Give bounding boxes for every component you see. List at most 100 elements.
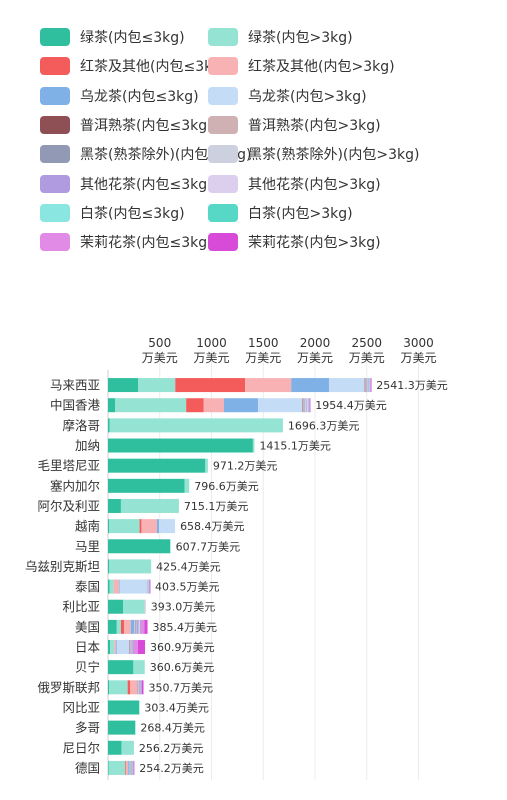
bar-segment — [121, 740, 134, 755]
legend-label: 白茶(内包≤3kg) — [80, 205, 185, 222]
bar-segment — [109, 519, 140, 534]
legend-swatch — [40, 145, 70, 164]
bar-segment — [133, 760, 135, 775]
bar-segment — [366, 378, 368, 393]
bar-segment — [139, 680, 141, 695]
bar-segment — [120, 498, 179, 513]
legend-label: 红茶及其他(内包>3kg) — [248, 59, 395, 76]
bar-segment — [140, 619, 145, 634]
legend-item[interactable]: 白茶(内包>3kg) — [208, 203, 353, 223]
legend-label: 茉莉花茶(内包>3kg) — [248, 235, 381, 252]
legend-item[interactable]: 乌龙茶(内包≤3kg) — [40, 86, 199, 106]
legend-item[interactable]: 红茶及其他(内包>3kg) — [208, 56, 395, 76]
legend-item[interactable]: 其他花茶(内包>3kg) — [208, 174, 381, 194]
bar-segment — [136, 619, 137, 634]
bar-segment — [123, 599, 145, 614]
bar-segment — [303, 398, 305, 413]
bar-segment — [365, 378, 367, 393]
bar-segment — [110, 640, 115, 655]
bar-segment — [308, 398, 310, 413]
bar-segment — [129, 640, 131, 655]
legend-swatch — [40, 28, 70, 46]
x-tick-unit: 万美元 — [193, 351, 229, 365]
legend-item[interactable]: 绿茶(内包>3kg) — [208, 27, 353, 47]
bar-segment — [133, 660, 145, 675]
x-tick-unit: 万美元 — [245, 351, 281, 365]
bar-segment — [156, 519, 160, 534]
bar-segment — [144, 619, 148, 634]
bar-segment — [108, 378, 139, 393]
total-label: 2541.3万美元 — [376, 379, 448, 392]
legend-label: 绿茶(内包≤3kg) — [80, 30, 185, 46]
legend-label: 普洱熟茶(内包≤3kg) — [80, 117, 213, 134]
bar-segment — [205, 458, 208, 473]
bar-segment — [130, 680, 138, 695]
legend-item[interactable]: 普洱熟茶(内包>3kg) — [208, 115, 381, 135]
legend-label: 红茶及其他(内包≤3kg) — [80, 59, 227, 76]
bar-segment — [135, 619, 137, 634]
legend-item[interactable]: 其他花茶(内包≤3kg) — [40, 174, 213, 194]
legend-swatch — [40, 203, 70, 222]
bar-segment — [115, 640, 117, 655]
total-label: 256.2万美元 — [139, 742, 204, 755]
bar-segment — [135, 619, 137, 634]
legend-label: 其他花茶(内包>3kg) — [248, 176, 381, 193]
category-label: 多哥 — [75, 720, 100, 735]
bar-segment — [129, 760, 131, 775]
legend-swatch — [208, 57, 238, 76]
bar-segment — [149, 579, 151, 594]
bar-segment — [139, 519, 142, 534]
bar-segment — [291, 378, 329, 393]
bar-segment — [108, 599, 124, 614]
bar-segment — [108, 498, 121, 513]
bar-segment — [108, 700, 140, 715]
bar-segment — [137, 619, 139, 634]
x-tick-label: 2000 — [300, 336, 331, 350]
total-label: 971.2万美元 — [213, 460, 278, 473]
bar-segment — [108, 740, 122, 755]
category-label: 乌兹别克斯坦 — [25, 559, 100, 574]
legend-item[interactable]: 乌龙茶(内包>3kg) — [208, 86, 367, 106]
total-label: 393.0万美元 — [151, 601, 216, 614]
legend-item[interactable]: 红茶及其他(内包≤3kg) — [40, 56, 227, 76]
bar-segment — [109, 559, 152, 574]
bar-segment — [328, 378, 365, 393]
bar-segment — [139, 619, 141, 634]
legend-item[interactable]: 黑茶(熟茶除外)(内包>3kg) — [208, 144, 419, 164]
total-label: 254.2万美元 — [139, 762, 204, 775]
bar-segment — [108, 398, 116, 413]
bar-segment — [141, 519, 157, 534]
bar-segment — [108, 660, 134, 675]
x-tick-label: 2500 — [351, 336, 382, 350]
legend-swatch — [208, 233, 238, 252]
bar-segment — [108, 559, 110, 574]
bar-segment — [108, 760, 109, 775]
total-label: 385.4万美元 — [153, 621, 218, 634]
legend-swatch — [40, 86, 70, 105]
bar-segment — [108, 760, 126, 775]
bar-segment — [108, 619, 117, 634]
legend-label: 绿茶(内包>3kg) — [248, 30, 353, 46]
legend-label: 乌龙茶(内包≤3kg) — [80, 88, 199, 105]
legend-item[interactable]: 茉莉花茶(内包>3kg) — [208, 232, 381, 252]
bar-segment — [129, 640, 130, 655]
bar-segment — [108, 579, 110, 594]
legend-item[interactable]: 白茶(内包≤3kg) — [40, 203, 185, 223]
legend-item[interactable]: 茉莉花茶(内包≤3kg) — [40, 232, 213, 252]
legend-item[interactable]: 绿茶(内包≤3kg) — [40, 27, 185, 47]
category-label: 尼日尔 — [62, 740, 100, 755]
bar-segment — [139, 680, 141, 695]
bar-segment — [118, 579, 120, 594]
legend-item[interactable]: 普洱熟茶(内包≤3kg) — [40, 115, 213, 135]
x-tick-unit: 万美元 — [297, 351, 333, 365]
bar-segment — [130, 640, 132, 655]
legend-swatch — [40, 233, 70, 252]
total-label: 425.4万美元 — [156, 560, 221, 573]
bar-segment — [170, 539, 171, 554]
bar-segment — [119, 579, 147, 594]
legend-label: 普洱熟茶(内包>3kg) — [248, 117, 381, 134]
bar-segment — [108, 539, 171, 554]
bar-segment — [258, 398, 303, 413]
category-label: 摩洛哥 — [62, 418, 100, 433]
bar-segment — [148, 579, 149, 594]
